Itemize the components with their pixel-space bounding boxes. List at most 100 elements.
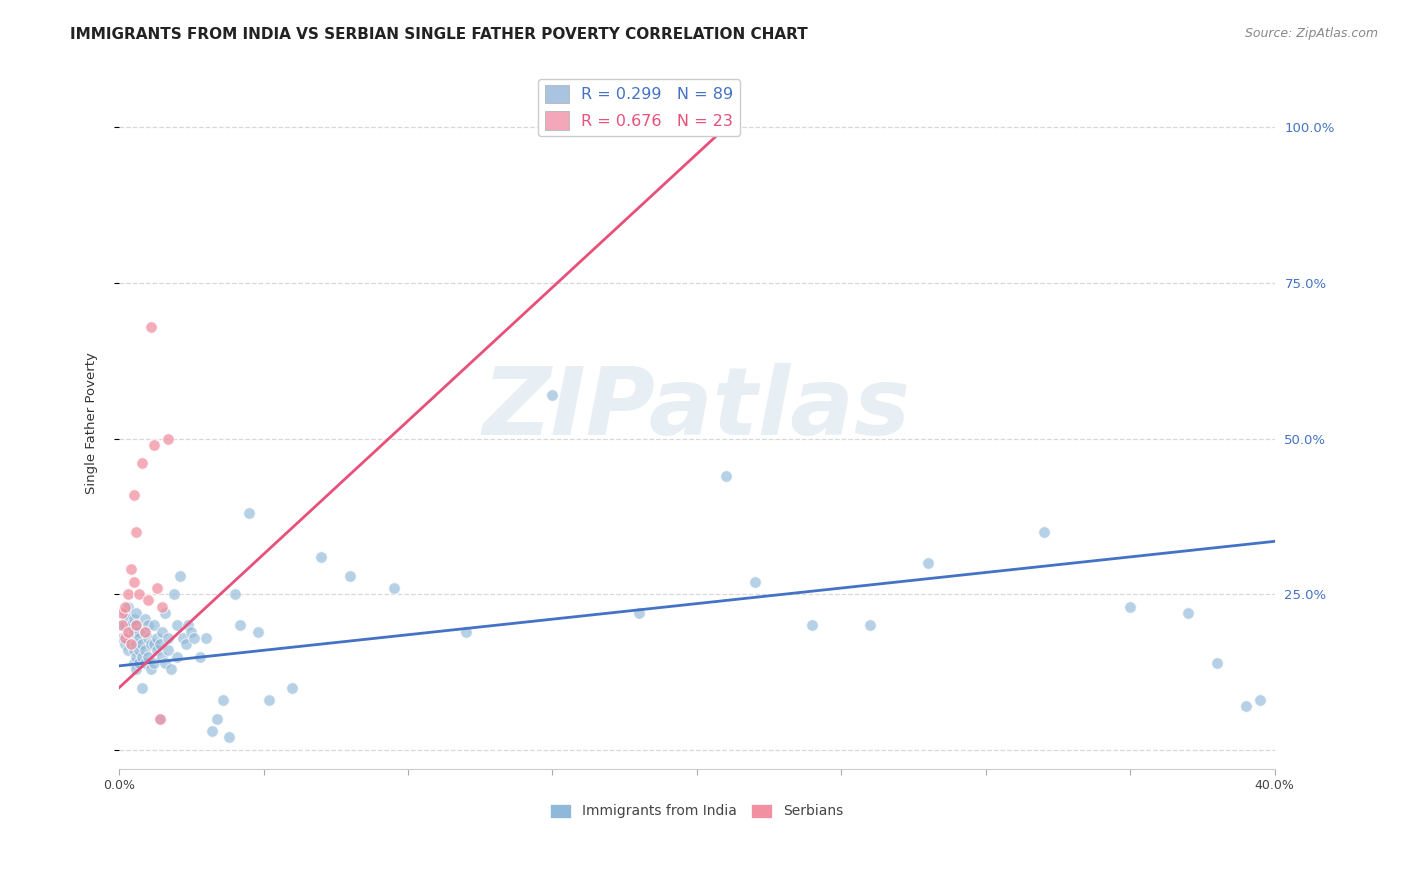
- Point: [155, 656, 177, 670]
- Point: [139, 319, 162, 334]
- Point: [238, 506, 260, 520]
- Point: [122, 656, 145, 670]
- Point: [188, 649, 211, 664]
- Point: [122, 612, 145, 626]
- Point: [1177, 606, 1199, 620]
- Point: [714, 120, 737, 135]
- Point: [111, 606, 134, 620]
- Point: [200, 724, 222, 739]
- Point: [166, 649, 188, 664]
- Point: [122, 624, 145, 639]
- Point: [183, 631, 205, 645]
- Point: [131, 637, 153, 651]
- Point: [125, 618, 148, 632]
- Point: [152, 649, 174, 664]
- Point: [114, 618, 136, 632]
- Point: [134, 624, 156, 639]
- Point: [454, 624, 477, 639]
- Point: [801, 618, 824, 632]
- Point: [148, 712, 170, 726]
- Point: [128, 656, 150, 670]
- Point: [224, 587, 246, 601]
- Point: [114, 637, 136, 651]
- Point: [339, 568, 361, 582]
- Point: [131, 457, 153, 471]
- Point: [114, 631, 136, 645]
- Point: [111, 618, 134, 632]
- Point: [117, 643, 139, 657]
- Point: [122, 574, 145, 589]
- Point: [120, 631, 142, 645]
- Text: Source: ZipAtlas.com: Source: ZipAtlas.com: [1244, 27, 1378, 40]
- Point: [152, 624, 174, 639]
- Point: [125, 662, 148, 676]
- Point: [160, 662, 183, 676]
- Point: [136, 649, 159, 664]
- Point: [229, 618, 252, 632]
- Point: [128, 587, 150, 601]
- Point: [174, 637, 197, 651]
- Point: [136, 593, 159, 607]
- Point: [114, 606, 136, 620]
- Point: [122, 488, 145, 502]
- Point: [145, 581, 167, 595]
- Point: [114, 599, 136, 614]
- Point: [120, 618, 142, 632]
- Point: [180, 624, 202, 639]
- Point: [117, 624, 139, 639]
- Point: [136, 631, 159, 645]
- Point: [142, 656, 165, 670]
- Point: [148, 712, 170, 726]
- Point: [246, 624, 269, 639]
- Point: [139, 662, 162, 676]
- Point: [541, 388, 564, 402]
- Point: [859, 618, 882, 632]
- Point: [172, 631, 194, 645]
- Point: [744, 574, 766, 589]
- Point: [166, 618, 188, 632]
- Point: [139, 637, 162, 651]
- Point: [382, 581, 405, 595]
- Point: [120, 562, 142, 576]
- Point: [120, 637, 142, 651]
- Point: [142, 637, 165, 651]
- Legend: Immigrants from India, Serbians: Immigrants from India, Serbians: [546, 798, 849, 824]
- Y-axis label: Single Father Poverty: Single Father Poverty: [86, 352, 98, 494]
- Point: [169, 568, 191, 582]
- Point: [117, 599, 139, 614]
- Point: [1119, 599, 1142, 614]
- Point: [1249, 693, 1271, 707]
- Text: IMMIGRANTS FROM INDIA VS SERBIAN SINGLE FATHER POVERTY CORRELATION CHART: IMMIGRANTS FROM INDIA VS SERBIAN SINGLE …: [70, 27, 808, 42]
- Point: [122, 643, 145, 657]
- Point: [259, 693, 281, 707]
- Point: [218, 731, 240, 745]
- Point: [145, 643, 167, 657]
- Point: [125, 649, 148, 664]
- Point: [128, 624, 150, 639]
- Point: [157, 631, 180, 645]
- Point: [194, 631, 217, 645]
- Point: [207, 712, 229, 726]
- Point: [125, 637, 148, 651]
- Point: [212, 693, 235, 707]
- Point: [311, 549, 333, 564]
- Point: [1205, 656, 1227, 670]
- Point: [1032, 524, 1054, 539]
- Point: [157, 643, 180, 657]
- Point: [714, 469, 737, 483]
- Point: [281, 681, 304, 695]
- Point: [125, 524, 148, 539]
- Point: [142, 438, 165, 452]
- Point: [142, 618, 165, 632]
- Point: [117, 612, 139, 626]
- Point: [131, 681, 153, 695]
- Point: [157, 432, 180, 446]
- Point: [131, 649, 153, 664]
- Point: [917, 556, 939, 570]
- Point: [117, 624, 139, 639]
- Point: [125, 606, 148, 620]
- Point: [125, 618, 148, 632]
- Point: [128, 631, 150, 645]
- Point: [155, 606, 177, 620]
- Point: [136, 618, 159, 632]
